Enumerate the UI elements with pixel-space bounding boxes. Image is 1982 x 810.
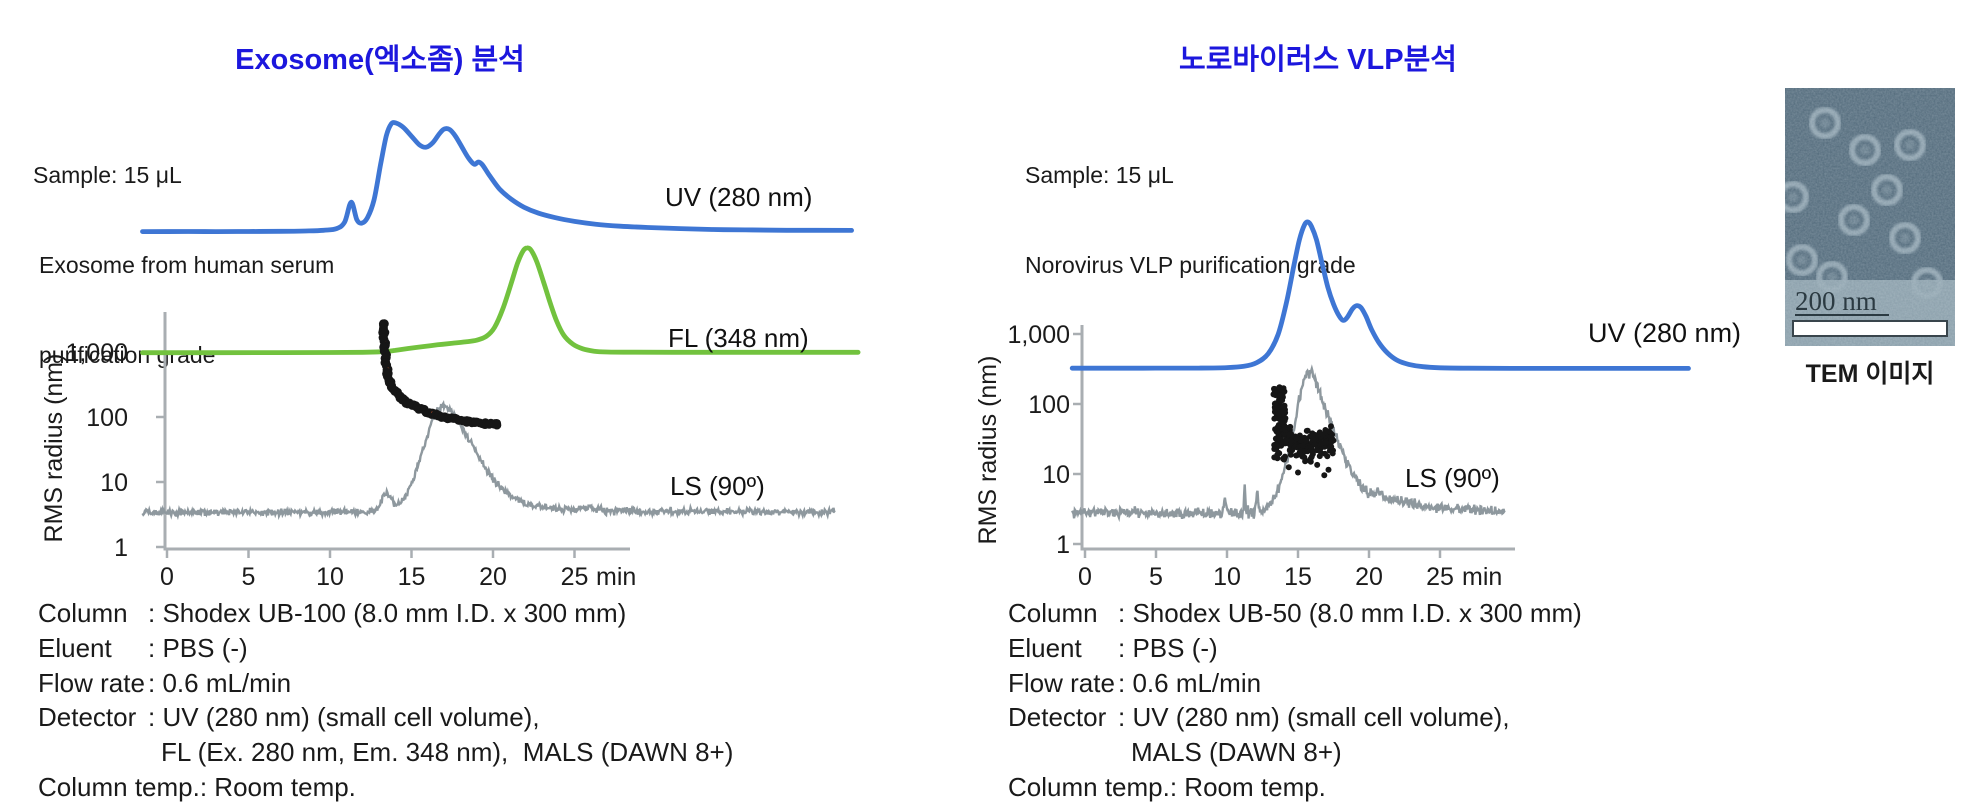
condition-row: Flow rate: 0.6 mL/min <box>1008 666 1582 701</box>
ls-series-label: LS (90º) <box>670 471 765 501</box>
condition-label: Flow rate <box>1008 667 1115 698</box>
condition-value: Room temp. <box>207 771 356 802</box>
condition-value: : PBS (-) <box>148 632 248 663</box>
condition-value: : 0.6 mL/min <box>1118 667 1262 698</box>
condition-row: Column : Shodex UB-100 (8.0 mm I.D. x 300… <box>38 596 733 631</box>
condition-value: : UV (280 nm) (small cell volume), <box>148 702 540 733</box>
x-tick-label: 5 <box>242 563 256 591</box>
condition-row: Detector : UV (280 nm) (small cell volume… <box>38 700 733 735</box>
y-axis-label: RMS radius (nm) <box>40 354 68 543</box>
condition-value: : Shodex UB-50 (8.0 mm I.D. x 300 mm) <box>1118 598 1582 628</box>
condition-row: Flow rate: 0.6 mL/min <box>38 666 733 701</box>
x-tick-label: 20 <box>1355 563 1383 591</box>
condition-value: : 0.6 mL/min <box>148 667 292 698</box>
condition-row: FL (Ex. 280 nm, Em. 348 nm), MALS (DAWN … <box>38 735 733 770</box>
condition-value: : UV (280 nm) (small cell volume), <box>1118 702 1510 733</box>
condition-label: Column temp.: <box>1008 771 1178 802</box>
x-tick-label: 20 <box>479 563 507 591</box>
condition-row: Column temp.: Room temp. <box>1008 770 1582 805</box>
x-tick-label: 15 <box>1284 563 1312 591</box>
tem-scale-bar <box>1792 320 1948 337</box>
y-tick-label: 10 <box>100 469 128 497</box>
x-tick-label: 10 <box>316 563 344 591</box>
y-tick-label: 1,000 <box>65 339 128 367</box>
condition-label <box>38 735 148 770</box>
uv-series-label: UV (280 nm) <box>1588 318 1741 348</box>
y-tick-label: 100 <box>1028 391 1070 419</box>
condition-row: MALS (DAWN 8+) <box>1008 735 1582 770</box>
condition-row: Column : Shodex UB-50 (8.0 mm I.D. x 300 … <box>1008 596 1582 631</box>
condition-row: Column temp.: Room temp. <box>38 770 733 805</box>
uv-trace <box>1069 219 1691 371</box>
condition-row: Detector : UV (280 nm) (small cell volume… <box>1008 700 1582 735</box>
condition-value: MALS (DAWN 8+) <box>1131 737 1342 768</box>
y-axis-label: RMS radius (nm) <box>974 356 1002 545</box>
y-tick-label: 1 <box>1056 531 1070 559</box>
x-tick-label: 10 <box>1213 563 1241 591</box>
condition-label: Detector <box>38 702 137 733</box>
condition-label: Eluent <box>38 632 112 663</box>
condition-row: Eluent : PBS (-) <box>38 631 733 666</box>
y-tick-label: 100 <box>86 404 128 432</box>
fl-series-label: FL (348 nm) <box>668 323 809 353</box>
condition-value: FL (Ex. 280 nm, Em. 348 nm), MALS (DAWN … <box>161 737 734 768</box>
condition-label: Column <box>1008 598 1098 628</box>
x-tick-label: 25 <box>1426 563 1454 591</box>
y-tick-label: 1,000 <box>1007 321 1070 349</box>
condition-value: : Shodex UB-100 (8.0 mm I.D. x 300 mm) <box>148 598 627 628</box>
condition-label: Column <box>38 598 128 628</box>
sample-volume-line: Sample: 15 μL <box>33 162 182 188</box>
condition-label: Eluent <box>1008 632 1082 663</box>
ls-trace <box>141 400 836 521</box>
norovirus-conditions-table: Column : Shodex UB-50 (8.0 mm I.D. x 300 … <box>1008 596 1582 805</box>
ls-series-label: LS (90º) <box>1405 463 1500 493</box>
condition-label: Detector <box>1008 702 1107 733</box>
norovirus-panel-title: 노로바이러스 VLP분석 <box>1179 44 1457 76</box>
condition-label: Column temp.: <box>38 771 208 802</box>
rms-radius-dots <box>378 319 502 430</box>
tem-micrograph-image: 200 nm <box>1777 88 1955 346</box>
exosome-conditions-table: Column : Shodex UB-100 (8.0 mm I.D. x 300… <box>38 596 733 805</box>
x-tick-label: 0 <box>160 563 174 591</box>
uv-trace <box>140 120 854 234</box>
condition-value: : PBS (-) <box>1118 632 1218 663</box>
rms-radius-dots <box>1270 384 1337 479</box>
x-axis-unit-label: min <box>1462 563 1502 591</box>
sample-desc-line: Exosome from human serum <box>39 252 335 278</box>
condition-row: Eluent : PBS (-) <box>1008 631 1582 666</box>
x-axis-unit-label: min <box>596 563 636 591</box>
x-tick-label: 0 <box>1078 563 1092 591</box>
condition-label <box>1008 735 1118 770</box>
exosome-panel-title: Exosome(엑소좀) 분석 <box>235 44 525 76</box>
sample-volume-line: Sample: 15 μL <box>1025 162 1174 188</box>
tem-micrograph: 200 nm <box>1777 88 1955 346</box>
fl-trace <box>140 245 861 356</box>
y-tick-label: 10 <box>1042 461 1070 489</box>
tem-caption: TEM 이미지 <box>1805 360 1935 388</box>
x-tick-label: 15 <box>398 563 426 591</box>
condition-value: Room temp. <box>1177 771 1326 802</box>
x-tick-label: 25 <box>561 563 589 591</box>
uv-series-label: UV (280 nm) <box>665 182 812 212</box>
x-tick-label: 5 <box>1149 563 1163 591</box>
condition-label: Flow rate <box>38 667 145 698</box>
y-tick-label: 1 <box>114 534 128 562</box>
tem-scale-text: 200 nm <box>1795 286 1877 316</box>
